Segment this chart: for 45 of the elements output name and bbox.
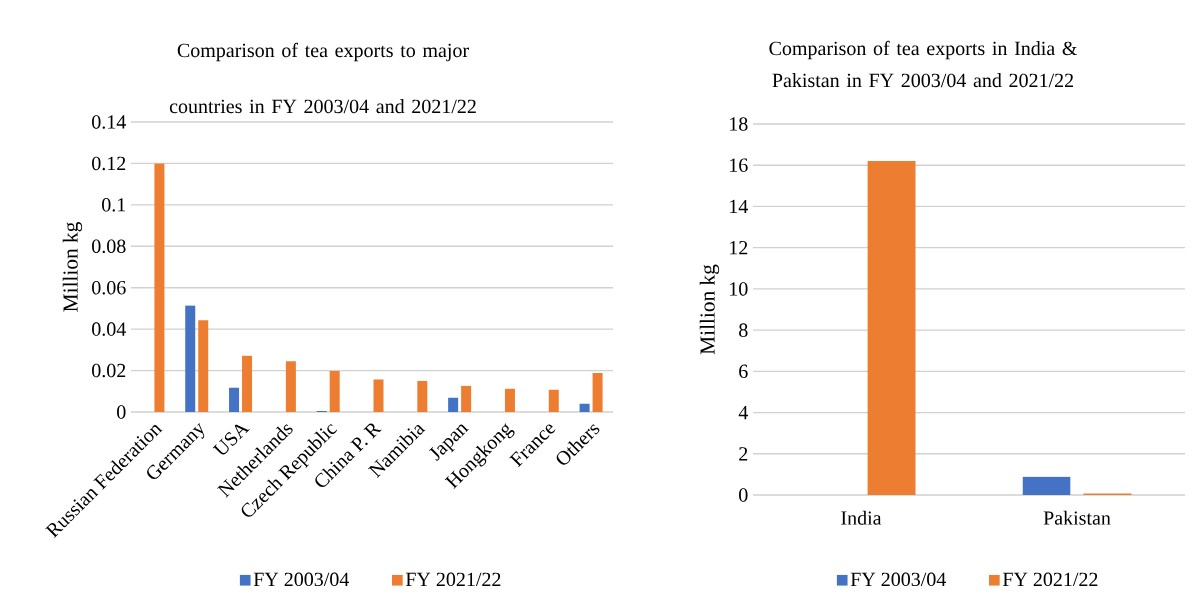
y-axis-title: Million kg xyxy=(62,222,83,312)
bar xyxy=(592,373,603,412)
bar xyxy=(1022,476,1071,495)
y-tick-label: 0.1 xyxy=(102,198,126,212)
bar xyxy=(548,389,559,412)
y-tick-label: 12 xyxy=(730,241,748,255)
bar xyxy=(373,379,384,412)
y-tick-label: 0.04 xyxy=(92,322,126,336)
y-tick-label: 4 xyxy=(738,405,748,420)
y-tick-label: 6 xyxy=(739,364,748,379)
bar xyxy=(448,397,459,412)
bar xyxy=(198,320,209,412)
chart-title: Comparison of tea exports to major countries in FY 2003/04 and 2021/22 xyxy=(169,42,476,114)
bar xyxy=(504,388,515,412)
y-tick-label: 0.12 xyxy=(92,156,126,171)
y-tick-label: 2 xyxy=(739,447,748,461)
bar xyxy=(154,163,165,412)
y-tick-label: 16 xyxy=(730,158,748,172)
y-tick-label: 0 xyxy=(739,488,748,502)
y-tick-label: 0.02 xyxy=(92,363,126,378)
x-tick-label: India xyxy=(841,510,882,525)
bar xyxy=(417,380,428,412)
chart-title: Comparison of tea exports in India & Pakistan in FY 2003/04 and 2021/22 xyxy=(769,40,1078,88)
y-tick-label: 18 xyxy=(730,117,748,131)
y-tick-label: 10 xyxy=(730,282,748,296)
bar xyxy=(579,403,590,412)
bar xyxy=(185,305,196,412)
y-tick-label: 14 xyxy=(730,199,748,214)
legend-label: FY 2003/04 xyxy=(850,572,946,587)
bar xyxy=(229,387,240,412)
y-tick-label: 0.06 xyxy=(92,280,126,295)
legend-label: FY 2021/22 xyxy=(405,572,501,587)
y-tick-label: 0.08 xyxy=(92,239,126,254)
bar xyxy=(461,385,472,412)
legend-label: FY 2021/22 xyxy=(1002,572,1098,587)
bar xyxy=(867,161,916,495)
bar xyxy=(329,370,340,412)
y-tick-label: 8 xyxy=(739,323,748,337)
y-axis-title: Million kg xyxy=(699,264,720,355)
legend-label: FY 2003/04 xyxy=(253,572,350,587)
bar xyxy=(242,355,253,412)
bar xyxy=(285,361,296,412)
x-tick-label: Pakistan xyxy=(1043,510,1111,525)
y-tick-label: 0 xyxy=(117,405,126,419)
y-tick-label: 0.14 xyxy=(92,115,126,129)
